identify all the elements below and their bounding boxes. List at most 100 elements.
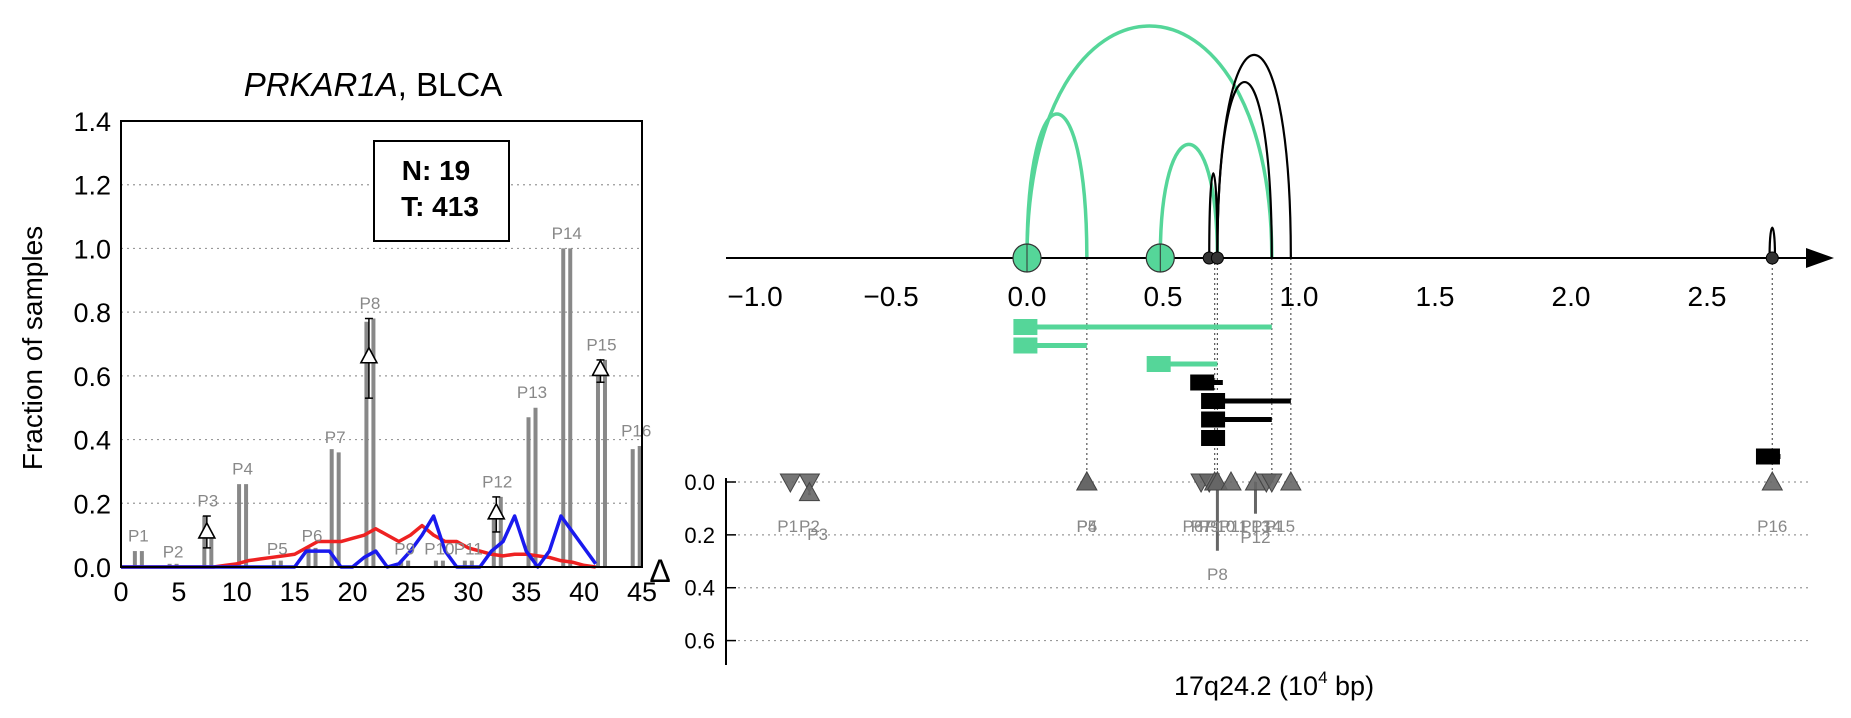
delta-triangle-marker [197, 521, 217, 539]
peak-label: P5 [267, 539, 288, 558]
peak-label: P12 [482, 472, 512, 491]
delta-point-label: P8 [1207, 565, 1228, 584]
stats-n-label: N: 19 [402, 155, 470, 186]
stats-t-label: T: 413 [401, 191, 479, 222]
delta-triangle-marker [591, 358, 610, 377]
delta-axis-label: Δ [649, 553, 670, 589]
peak-label: P7 [325, 428, 346, 447]
x-label-exp: 4 [1318, 668, 1327, 687]
genome-axis-arrow [1806, 248, 1834, 268]
segment-bars [1013, 319, 1781, 465]
black-segment-head [1201, 430, 1226, 446]
green-segment-head [1146, 356, 1171, 372]
left-x-tick-label: 10 [222, 577, 252, 607]
delta-grid [726, 481, 1812, 642]
left-y-tick-label: 1.4 [73, 107, 111, 137]
genome-x-tick-label: 1.5 [1416, 281, 1455, 312]
left-y-tick-label: 0.2 [73, 489, 111, 519]
delta-triangle-marker [1279, 470, 1302, 491]
genome-x-tick-label: 1.0 [1280, 281, 1319, 312]
peak-label: P2 [163, 542, 184, 561]
left-x-tick-label: 35 [511, 577, 541, 607]
peak-label: P16 [621, 421, 651, 440]
arcs [1025, 24, 1777, 259]
delta-triangle-marker [486, 502, 506, 520]
left-x-tick-label: 0 [113, 577, 128, 607]
right-panel: −1.0 −0.5 0.0 0.5 1.0 1.5 2.0 2.5 0.00.20.40.6 … [649, 24, 1834, 701]
delta-point-label: P15 [1265, 517, 1295, 536]
left-lines [121, 514, 598, 569]
peak-label: P4 [232, 460, 253, 479]
black-arc [1216, 54, 1292, 259]
genome-x-ticks: −1.0 −0.5 0.0 0.5 1.0 1.5 2.0 2.5 [727, 281, 1726, 312]
black-segment-head [1190, 374, 1215, 391]
peak-label: P13 [517, 383, 547, 402]
genome-x-axis-label: 17q24.2 (104 bp) [1174, 668, 1374, 701]
black-arc [1768, 226, 1777, 259]
delta-y-tick-label: 0.6 [684, 629, 715, 654]
delta-point-label: P4 [1076, 517, 1097, 536]
genome-x-tick-label: −1.0 [727, 281, 782, 312]
peak-label: P14 [552, 224, 582, 243]
delta-point-label: P3 [807, 525, 828, 544]
guide-lines [1086, 258, 1773, 478]
left-y-tick-label: 0.6 [73, 362, 111, 392]
delta-y-tick-label: 0.4 [684, 576, 715, 601]
stats-box: N: 19 T: 413 [373, 140, 510, 242]
left-y-tick-label: 0.4 [73, 426, 111, 456]
delta-triangle-marker [1206, 470, 1229, 491]
peak-label: P15 [586, 335, 616, 354]
left-bars [132, 248, 642, 567]
delta-point-label: P13 [1240, 517, 1270, 536]
stats-box-frame [373, 140, 510, 242]
x-label-main: 17q24.2 (10 [1174, 671, 1318, 701]
green-arc [1025, 24, 1274, 259]
delta-point-label: P16 [1757, 517, 1787, 536]
delta-point-label: P1 [777, 517, 798, 536]
left-plot-frame [120, 120, 643, 568]
genome-x-tick-label: 2.0 [1552, 281, 1591, 312]
delta-y-tick-label: 0.0 [684, 470, 715, 495]
delta-point-label: P10 [1205, 517, 1235, 536]
peak-label: P9 [394, 539, 415, 558]
genome-x-tick-label: −0.5 [863, 281, 918, 312]
left-x-tick-label: 40 [569, 577, 599, 607]
peak-label: P1 [128, 527, 149, 546]
left-y-tick-label: 0.8 [73, 298, 111, 328]
delta-triangle-marker [1761, 470, 1784, 491]
left-y-axis-label: Fraction of samples [17, 226, 48, 470]
left-x-tick-label: 5 [171, 577, 186, 607]
peak-label: P3 [197, 491, 218, 510]
black-segment-head [1201, 411, 1226, 428]
delta-point-label: P9 [1199, 517, 1220, 536]
title-rest: , BLCA [398, 66, 503, 103]
peak-label: P6 [302, 527, 323, 546]
left-y-tick-label: 1.0 [73, 234, 111, 264]
delta-triangle-marker [1260, 473, 1283, 494]
genome-x-tick-label: 0.5 [1144, 281, 1183, 312]
blue-series-line [121, 514, 598, 569]
delta-points [779, 470, 1784, 551]
left-x-tick-label: 15 [280, 577, 310, 607]
delta-triangle-marker [359, 346, 379, 364]
peak-label: P11 [454, 539, 483, 558]
delta-point-label: P12 [1240, 528, 1270, 547]
delta-triangle-marker [798, 481, 821, 502]
black-breakpoint-circle [1210, 251, 1224, 265]
black-breakpoint-circle [1765, 251, 1779, 265]
peak-label: P8 [360, 294, 381, 313]
delta-y-ticks: 0.0 0.2 0.4 0.6 [684, 470, 736, 654]
left-y-ticks: 0.0 0.2 0.4 0.6 0.8 1.0 1.2 1.4 [73, 107, 111, 583]
green-arc [1158, 142, 1220, 259]
left-chart-title: PRKAR1A, BLCA [244, 66, 503, 103]
delta-y-tick-label: 0.2 [684, 523, 715, 548]
title-gene: PRKAR1A [244, 66, 398, 103]
delta-point-label: P7 [1191, 517, 1212, 536]
genome-x-tick-label: 2.5 [1688, 281, 1727, 312]
black-segment-head [1755, 448, 1780, 465]
delta-triangle-marker [1075, 470, 1098, 491]
delta-triangle-marker [779, 473, 802, 494]
green-segment-head [1013, 337, 1038, 354]
delta-point-label: P5 [1076, 517, 1097, 536]
